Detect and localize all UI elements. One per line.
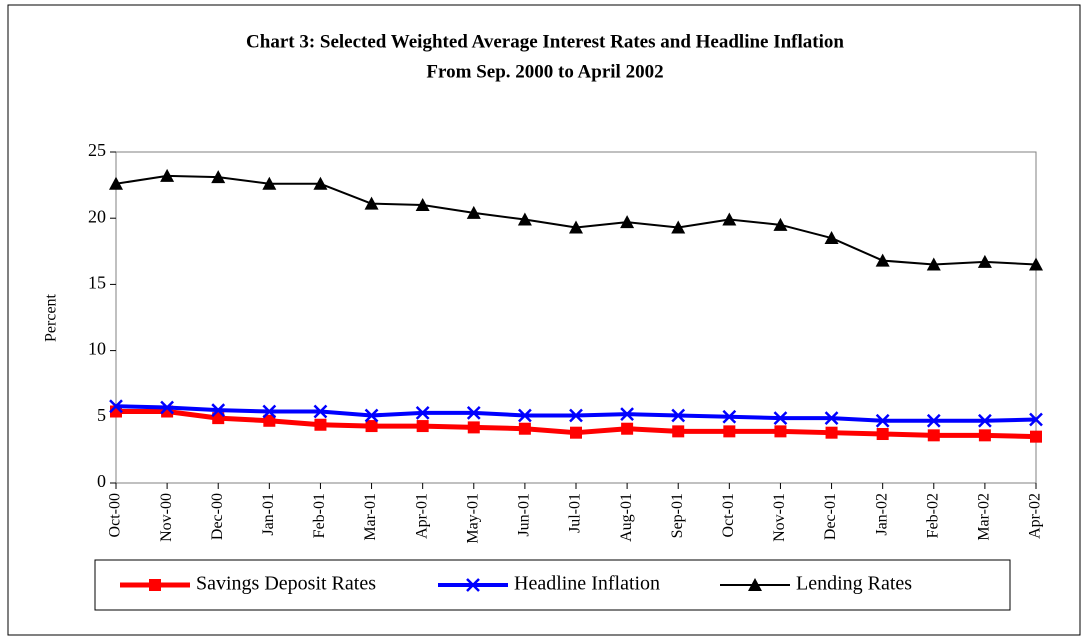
x-tick-label: Sep-01: [669, 493, 686, 538]
x-tick-label: Jun-01: [516, 493, 533, 537]
point-marker: [620, 407, 634, 422]
point-marker: [365, 420, 378, 433]
x-tick-label: Feb-01: [311, 493, 328, 538]
x-tick-label: Apr-02: [1027, 493, 1044, 539]
point-marker: [212, 412, 225, 425]
point-marker: [927, 429, 940, 442]
legend-marker: [149, 579, 161, 591]
point-marker: [926, 257, 941, 271]
chart-border: [7, 4, 1081, 636]
legend-label: Savings Deposit Rates: [196, 573, 376, 595]
point-marker: [211, 403, 226, 418]
x-tick-label: Jul-01: [567, 493, 584, 533]
point-marker: [364, 408, 379, 423]
point-marker: [314, 418, 327, 431]
point-marker: [109, 176, 123, 190]
point-marker: [416, 420, 429, 433]
point-marker: [211, 170, 226, 184]
x-tick-label: Apr-01: [413, 493, 430, 539]
x-tick-label: Oct-00: [107, 493, 124, 537]
point-marker: [723, 425, 736, 438]
legend-label: Lending Rates: [796, 573, 912, 595]
point-marker: [518, 422, 531, 435]
point-marker: [824, 231, 839, 245]
y-tick-label: 15: [88, 273, 106, 293]
point-marker: [671, 220, 686, 234]
point-marker: [621, 422, 634, 435]
point-marker: [160, 400, 174, 415]
point-marker: [926, 413, 941, 428]
chart-title: Chart 3: Selected Weighted Average Inter…: [246, 31, 844, 52]
point-marker: [773, 217, 788, 231]
point-marker: [824, 411, 839, 426]
point-marker: [773, 411, 788, 426]
x-tick-label: Dec-01: [822, 493, 839, 540]
x-tick-label: Nov-01: [771, 493, 788, 542]
point-marker: [977, 254, 992, 268]
point-marker: [875, 413, 890, 428]
point-marker: [466, 205, 481, 219]
legend-label: Headline Inflation: [514, 573, 660, 595]
point-marker: [466, 405, 481, 420]
point-marker: [518, 408, 532, 423]
point-marker: [672, 425, 685, 438]
x-tick-label: Jan-02: [873, 493, 890, 536]
x-tick-label: Aug-01: [618, 493, 635, 542]
point-marker: [875, 253, 890, 267]
point-marker: [364, 196, 379, 210]
point-marker: [620, 215, 635, 229]
point-marker: [671, 408, 686, 423]
point-marker: [415, 197, 430, 211]
point-marker: [774, 425, 787, 438]
point-marker: [978, 413, 992, 428]
legend-marker: [466, 578, 480, 592]
point-marker: [1029, 257, 1043, 271]
x-tick-label: Mar-01: [362, 493, 379, 541]
x-tick-label: Jan-01: [260, 493, 277, 536]
point-marker: [570, 426, 582, 439]
point-marker: [1030, 430, 1042, 443]
point-marker: [1029, 412, 1043, 427]
chart-subtitle: From Sep. 2000 to April 2002: [426, 61, 663, 82]
legend-marker: [748, 578, 762, 591]
point-marker: [109, 399, 123, 414]
point-marker: [467, 421, 480, 434]
point-marker: [569, 408, 583, 423]
y-tick-label: 5: [97, 405, 106, 425]
y-axis-label: Percent: [43, 293, 60, 342]
point-marker: [517, 212, 532, 226]
y-tick-label: 25: [88, 140, 106, 160]
point-marker: [415, 405, 430, 420]
point-marker: [722, 409, 737, 424]
point-marker: [722, 212, 737, 226]
x-tick-label: Feb-02: [924, 493, 941, 538]
point-marker: [262, 176, 277, 190]
point-marker: [160, 168, 175, 182]
x-tick-label: May-01: [464, 493, 481, 544]
legend-box: [94, 559, 1011, 611]
point-marker: [262, 404, 277, 419]
point-marker: [313, 404, 328, 419]
x-tick-label: Oct-01: [720, 493, 737, 537]
x-tick-label: Nov-00: [158, 493, 175, 542]
y-tick-label: 20: [88, 206, 106, 226]
point-marker: [569, 220, 583, 234]
x-tick-label: Dec-00: [209, 493, 226, 540]
point-marker: [876, 428, 889, 441]
point-marker: [978, 429, 991, 442]
point-marker: [825, 426, 838, 439]
y-tick-label: 10: [88, 339, 106, 359]
x-tick-label: Mar-02: [976, 493, 993, 541]
point-marker: [313, 176, 328, 190]
y-tick-label: 0: [97, 471, 106, 491]
point-marker: [263, 414, 276, 427]
